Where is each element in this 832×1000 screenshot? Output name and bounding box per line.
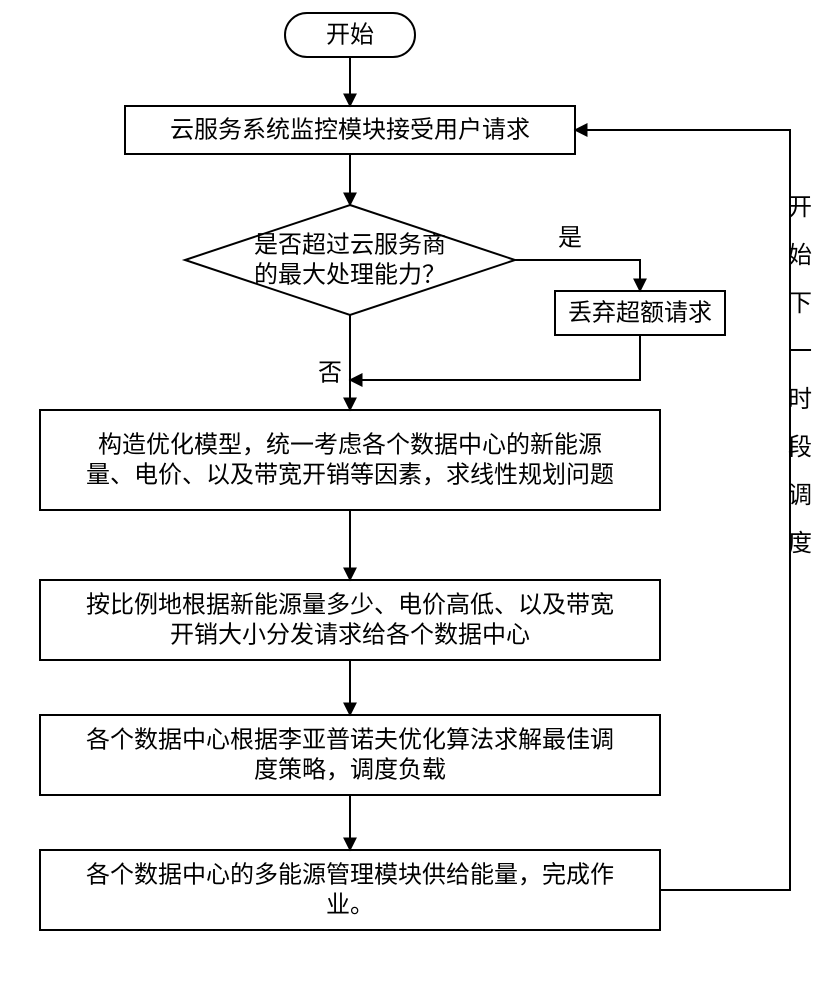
side-label-char: 段 xyxy=(788,434,812,461)
node-p1: 云服务系统监控模块接受用户请求 xyxy=(125,106,575,154)
edge-3 xyxy=(515,260,640,291)
svg-text:是否超过云服务商: 是否超过云服务商 xyxy=(254,232,446,259)
node-d1: 是否超过云服务商的最大处理能力？ xyxy=(185,205,515,315)
svg-text:按比例地根据新能源量多少、电价高低、以及带宽: 按比例地根据新能源量多少、电价高低、以及带宽 xyxy=(86,592,614,619)
node-drop: 丢弃超额请求 xyxy=(555,291,725,335)
svg-text:度策略，调度负载: 度策略，调度负载 xyxy=(254,757,446,784)
svg-text:丢弃超额请求: 丢弃超额请求 xyxy=(568,300,712,327)
side-label-char: 下 xyxy=(788,291,812,317)
svg-text:开销大小分发请求给各个数据中心: 开销大小分发请求给各个数据中心 xyxy=(170,622,530,649)
svg-text:各个数据中心根据李亚普诺夫优化算法求解最佳调: 各个数据中心根据李亚普诺夫优化算法求解最佳调 xyxy=(86,727,614,754)
side-label-char: 开 xyxy=(788,195,812,221)
svg-text:量、电价、以及带宽开销等因素，求线性规划问题: 量、电价、以及带宽开销等因素，求线性规划问题 xyxy=(86,462,614,489)
node-p2: 构造优化模型，统一考虑各个数据中心的新能源量、电价、以及带宽开销等因素，求线性规… xyxy=(40,410,660,510)
side-label-char: 始 xyxy=(788,242,812,269)
node-start: 开始 xyxy=(285,13,415,57)
side-label-char: 时 xyxy=(788,386,812,413)
side-label-char: 度 xyxy=(788,530,812,557)
svg-text:业。: 业。 xyxy=(326,892,374,919)
svg-text:开始: 开始 xyxy=(326,22,374,49)
side-label-char: 调 xyxy=(788,482,812,509)
svg-text:云服务系统监控模块接受用户请求: 云服务系统监控模块接受用户请求 xyxy=(170,117,530,144)
side-label-char: 一 xyxy=(788,339,812,365)
node-p3: 按比例地根据新能源量多少、电价高低、以及带宽开销大小分发请求给各个数据中心 xyxy=(40,580,660,660)
svg-text:各个数据中心的多能源管理模块供给能量，完成作: 各个数据中心的多能源管理模块供给能量，完成作 xyxy=(86,862,614,889)
node-p5: 各个数据中心的多能源管理模块供给能量，完成作业。 xyxy=(40,850,660,930)
node-p4: 各个数据中心根据李亚普诺夫优化算法求解最佳调度策略，调度负载 xyxy=(40,715,660,795)
svg-text:构造优化模型，统一考虑各个数据中心的新能源: 构造优化模型，统一考虑各个数据中心的新能源 xyxy=(98,432,602,459)
edge-label-2: 否 xyxy=(318,361,342,387)
svg-text:的最大处理能力？: 的最大处理能力？ xyxy=(254,262,446,289)
edge-label-3: 是 xyxy=(558,226,582,252)
edge-4 xyxy=(350,335,640,380)
